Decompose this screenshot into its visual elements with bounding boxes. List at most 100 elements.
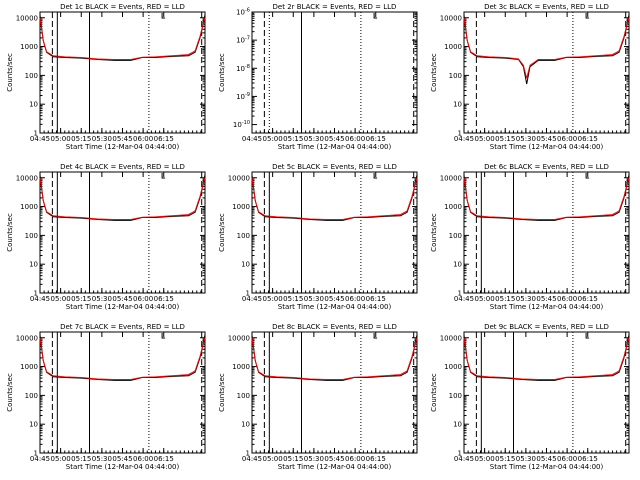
x-tick-label: 04:45 <box>30 455 50 463</box>
series-events-line <box>39 334 206 381</box>
y-tick-label: 1 <box>458 290 462 298</box>
y-tick-label: 10 <box>29 261 38 269</box>
y-tick-label: 10-9 <box>236 92 250 101</box>
x-axis-label: Start Time (12-Mar-04 04:44:00) <box>66 463 180 471</box>
x-tick-label: 05:15 <box>495 455 515 463</box>
series-events-line <box>251 174 418 221</box>
x-tick-label: 06:15 <box>366 135 386 143</box>
plot-frame <box>251 331 418 454</box>
x-tick-label: 06:00 <box>133 135 153 143</box>
y-axis-label: Counts/sec <box>218 213 226 252</box>
y-tick-label: 100 <box>449 72 462 80</box>
x-tick-label: 05:30 <box>92 135 112 143</box>
plot-frame <box>463 331 630 454</box>
y-tick-label: 1 <box>34 130 38 138</box>
y-axis-label: Counts/sec <box>218 53 226 92</box>
x-tick-label: 04:45 <box>30 135 50 143</box>
plot-frame <box>39 11 206 134</box>
x-tick-label: 06:15 <box>578 135 598 143</box>
y-tick-label: 10 <box>453 421 462 429</box>
x-tick-label: 04:45 <box>242 295 262 303</box>
x-tick-label: 05:00 <box>475 455 495 463</box>
y-tick-label: 10000 <box>440 14 462 22</box>
y-tick-label: 1000 <box>20 363 38 371</box>
y-tick-label: 10-6 <box>236 8 250 17</box>
plot-frame <box>251 11 418 134</box>
bracket-marker <box>161 13 166 19</box>
bracket-marker <box>585 13 590 19</box>
x-tick-label: 05:30 <box>304 295 324 303</box>
x-tick-label: 05:45 <box>324 135 344 143</box>
series-lld-line <box>251 177 418 220</box>
y-tick-label: 100 <box>237 232 250 240</box>
x-tick-label: 05:00 <box>51 295 71 303</box>
y-tick-label: 10 <box>29 421 38 429</box>
panel-title: Det 8c BLACK = Events, RED = LLD <box>272 323 397 331</box>
y-tick-label: 1000 <box>444 363 462 371</box>
panel-1: Det 1c BLACK = Events, RED = LLD 1 10 100 10… <box>6 3 206 151</box>
panel-title: Det 5c BLACK = Events, RED = LLD <box>272 163 397 171</box>
panel-title: Det 9c BLACK = Events, RED = LLD <box>484 323 609 331</box>
x-tick-label: 04:45 <box>242 455 262 463</box>
x-axis-label: Start Time (12-Mar-04 04:44:00) <box>490 463 604 471</box>
panel-9: Det 9c BLACK = Events, RED = LLD 1 10 100 10… <box>430 323 630 471</box>
y-tick-label: 10000 <box>16 14 38 22</box>
x-tick-label: 04:45 <box>454 455 474 463</box>
plot-frame <box>463 171 630 294</box>
panel-title: Det 6c BLACK = Events, RED = LLD <box>484 163 609 171</box>
series-lld-line <box>39 337 206 380</box>
y-tick-label: 100 <box>449 232 462 240</box>
y-tick-label: 100 <box>25 392 38 400</box>
bracket-marker <box>585 333 590 339</box>
y-tick-label: 1 <box>34 290 38 298</box>
y-tick-label: 10 <box>241 421 250 429</box>
x-tick-label: 05:30 <box>92 455 112 463</box>
y-tick-label: 10000 <box>440 334 462 342</box>
y-tick-label: 1000 <box>232 363 250 371</box>
x-tick-label: 06:00 <box>557 135 577 143</box>
x-tick-label: 05:00 <box>475 295 495 303</box>
y-tick-label: 10000 <box>16 174 38 182</box>
y-tick-label: 10000 <box>228 174 250 182</box>
series-lld-line <box>39 17 206 60</box>
x-tick-label: 05:30 <box>516 135 536 143</box>
x-tick-label: 05:00 <box>475 135 495 143</box>
x-tick-label: 06:00 <box>345 455 365 463</box>
x-axis-label: Start Time (12-Mar-04 04:44:00) <box>278 303 392 311</box>
y-tick-label: 100 <box>237 392 250 400</box>
x-axis-label: Start Time (12-Mar-04 04:44:00) <box>66 303 180 311</box>
panel-5: Det 5c BLACK = Events, RED = LLD 1 10 100 10… <box>218 163 418 311</box>
x-tick-label: 06:00 <box>557 455 577 463</box>
y-axis-label: Counts/sec <box>430 373 438 412</box>
y-tick-label: 1 <box>246 290 250 298</box>
y-axis-label: Counts/sec <box>6 213 14 252</box>
y-tick-label: 1 <box>458 450 462 458</box>
bracket-marker <box>373 173 378 179</box>
x-tick-label: 05:00 <box>263 455 283 463</box>
y-tick-label: 10-10 <box>233 120 250 129</box>
series-lld-line <box>463 177 630 220</box>
series-lld-line <box>463 337 630 380</box>
x-tick-label: 05:15 <box>283 135 303 143</box>
y-axis-label: Counts/sec <box>6 373 14 412</box>
x-tick-label: 05:45 <box>112 135 132 143</box>
y-tick-label: 10000 <box>440 174 462 182</box>
x-tick-label: 06:15 <box>154 135 174 143</box>
x-tick-label: 06:00 <box>133 455 153 463</box>
x-tick-label: 05:30 <box>516 295 536 303</box>
x-tick-label: 05:15 <box>71 295 91 303</box>
y-tick-label: 100 <box>25 232 38 240</box>
panel-7: Det 7c BLACK = Events, RED = LLD 1 10 100 10… <box>6 323 206 471</box>
y-tick-label: 10-7 <box>236 36 250 45</box>
x-tick-label: 06:15 <box>578 455 598 463</box>
y-axis-label: Counts/sec <box>430 213 438 252</box>
x-tick-label: 05:45 <box>536 455 556 463</box>
panel-2: Det 2r BLACK = Events, RED = LLD 10-10 10-… <box>218 3 418 151</box>
series-lld-line <box>39 177 206 220</box>
panel-title: Det 1c BLACK = Events, RED = LLD <box>60 3 185 11</box>
x-tick-label: 05:45 <box>536 295 556 303</box>
x-axis-label: Start Time (12-Mar-04 04:44:00) <box>278 463 392 471</box>
x-tick-label: 04:45 <box>30 295 50 303</box>
plot-frame <box>39 171 206 294</box>
